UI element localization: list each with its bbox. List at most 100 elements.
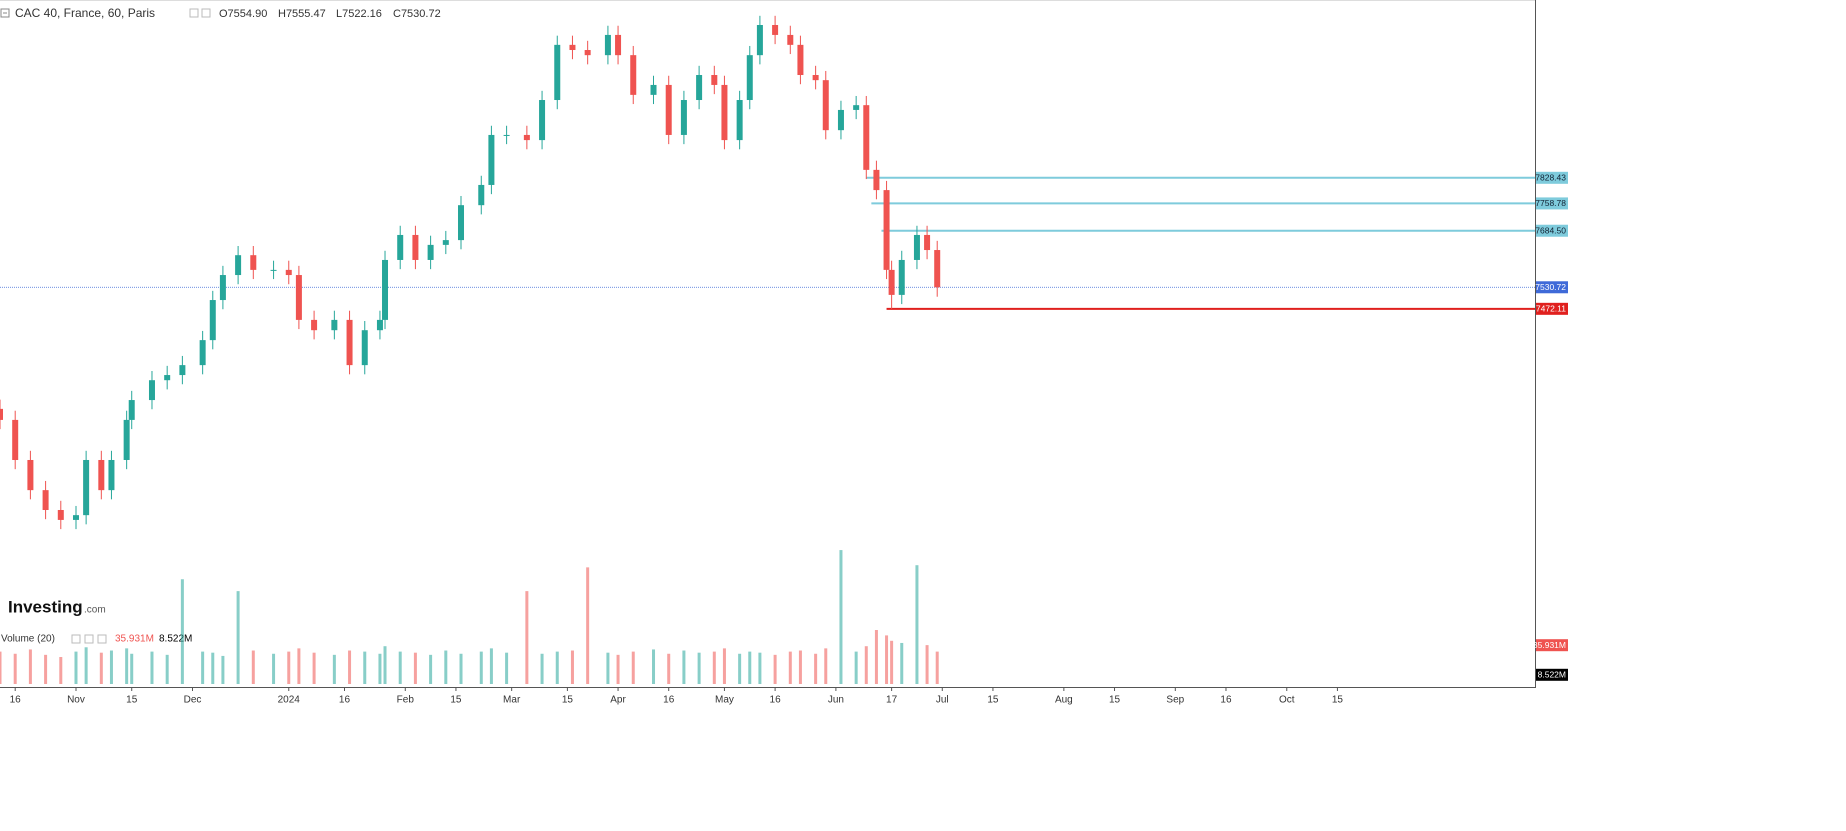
candle-body [98, 459, 105, 491]
volume-bar [854, 651, 858, 684]
volume-bar [150, 651, 154, 684]
candle-body [604, 34, 611, 56]
level-label: 7828.43 [1535, 173, 1566, 183]
level-label-box [1536, 224, 1568, 237]
x-tick-label: 15 [1109, 695, 1121, 706]
volume-axis-label: 35.931M [1533, 640, 1566, 650]
candle-body [837, 109, 844, 131]
candle-body [442, 240, 449, 245]
level-label-box [1536, 302, 1568, 315]
volume-bar [180, 579, 184, 684]
ohlc-open: O7554.90 [219, 8, 267, 20]
volume-bar [935, 651, 939, 684]
level-label-box [1536, 197, 1568, 210]
volume-bar [109, 650, 113, 684]
candle-body [539, 100, 546, 141]
volume-hide-icon[interactable] [71, 634, 81, 644]
volume-bar [99, 652, 103, 684]
candle-body [83, 459, 90, 516]
candle-body [295, 275, 302, 320]
volume-bar [444, 650, 448, 684]
volume-bar [165, 654, 169, 684]
candle-body [934, 250, 941, 288]
volume-bar [413, 652, 417, 684]
candle-body [331, 319, 338, 331]
volume-bar [738, 653, 742, 684]
volume-bar [682, 650, 686, 684]
candle-body [123, 419, 130, 460]
candle-body [696, 75, 703, 101]
settings-icon[interactable] [201, 8, 211, 18]
x-tick-label: Sep [1166, 695, 1184, 706]
x-tick-label: Nov [67, 695, 85, 706]
candle-body [787, 34, 794, 45]
candle-body [361, 330, 368, 366]
candle-body [12, 419, 19, 460]
volume-bar [798, 650, 802, 684]
volume-legend-ma: 8.522M [159, 634, 192, 645]
volume-bar [788, 651, 792, 684]
candle-body [108, 459, 115, 491]
volume-close-icon[interactable] [97, 634, 107, 644]
volume-axis-label: 8.522M [1538, 670, 1566, 680]
volume-axis-label-box [1536, 639, 1568, 652]
hide-icon[interactable] [189, 8, 199, 18]
ohlc-high: H7555.47 [278, 8, 326, 20]
volume-settings-icon[interactable] [84, 634, 94, 644]
volume-bar [890, 640, 894, 684]
x-tick-label: 15 [562, 695, 574, 706]
volume-bar [925, 645, 929, 684]
collapse-icon[interactable] [0, 8, 10, 18]
volume-bar [221, 655, 225, 684]
volume-bar [332, 654, 336, 684]
volume-bar [652, 649, 656, 684]
candle-body [179, 365, 186, 376]
volume-bar [555, 651, 559, 684]
volume-legend-value: 35.931M [115, 634, 154, 645]
volume-bar [525, 591, 529, 684]
x-tick-label: Apr [610, 695, 626, 706]
candle-body [488, 134, 495, 185]
candle-body [209, 300, 216, 341]
ohlc-low: L7522.16 [336, 8, 382, 20]
candle-body [128, 400, 135, 420]
x-tick-label: 15 [126, 695, 138, 706]
candle-body [650, 84, 657, 95]
candle-body [346, 319, 353, 366]
candle-body [630, 55, 637, 95]
volume-bar [631, 651, 635, 684]
candle-body [584, 50, 591, 56]
candle-body [458, 205, 465, 241]
last-price-label: 7530.72 [1535, 282, 1566, 292]
candle-body [888, 269, 895, 295]
volume-bar [606, 652, 610, 684]
ohlc-close: C7530.72 [393, 8, 441, 20]
candle-body [863, 105, 870, 170]
volume-bar [540, 653, 544, 684]
candle-body [853, 105, 860, 110]
level-label-box [1536, 171, 1568, 184]
volume-bar [758, 652, 762, 684]
volume-bar [125, 648, 129, 684]
volume-bar [0, 651, 2, 684]
candle-body [756, 25, 763, 56]
candle-body [270, 269, 277, 271]
candle-body [913, 234, 920, 260]
volume-bar [915, 565, 919, 684]
x-tick-label: Jun [828, 695, 844, 706]
candle-body [822, 80, 829, 131]
volume-bar [824, 648, 828, 684]
candle-body [250, 255, 257, 270]
candle-body [746, 55, 753, 101]
candle-body [148, 380, 155, 401]
volume-bar [44, 654, 48, 684]
volume-bar [667, 653, 671, 684]
volume-title: Volume (20) [1, 634, 55, 645]
volume-bar [429, 654, 433, 684]
x-tick-label: Dec [184, 695, 202, 706]
volume-bar [586, 567, 590, 684]
volume-bar [211, 652, 215, 684]
volume-bar [398, 651, 402, 684]
candle-body [883, 190, 890, 270]
